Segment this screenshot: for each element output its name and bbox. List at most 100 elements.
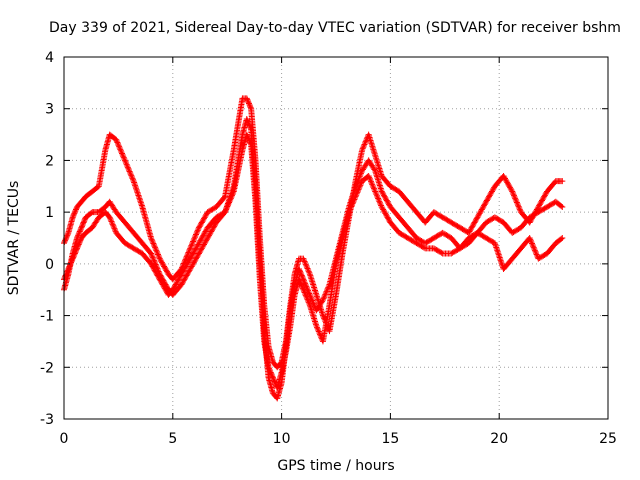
data-point-interp — [179, 280, 186, 287]
data-point-interp — [162, 286, 169, 293]
data-point-interp — [300, 288, 307, 295]
data-point-interp — [508, 187, 515, 194]
data-point-interp — [481, 201, 488, 208]
data-point-interp — [114, 140, 121, 147]
data-point-interp — [244, 97, 251, 104]
data-point-interp — [156, 275, 163, 282]
series-track-a — [61, 95, 566, 371]
data-point-interp — [507, 185, 514, 192]
data-point-interp — [228, 193, 235, 200]
data-point-interp — [301, 289, 308, 296]
data-point-interp — [193, 254, 200, 261]
data-point-interp — [163, 268, 170, 275]
data-point — [243, 116, 250, 123]
data-point-interp — [479, 205, 486, 212]
data-point-interp — [377, 201, 384, 208]
data-point-interp — [502, 176, 509, 183]
data-point-interp — [266, 365, 273, 372]
x-tick-label: 5 — [168, 431, 177, 447]
data-point-interp — [473, 215, 480, 222]
data-point-interp — [76, 229, 83, 236]
data-point-interp — [374, 194, 381, 201]
data-point-interp — [195, 226, 202, 233]
data-point-interp — [198, 236, 205, 243]
data-point-interp — [325, 282, 332, 289]
data-point-interp — [68, 258, 75, 265]
data-point — [65, 266, 72, 273]
data-point-interp — [176, 275, 183, 282]
data-point-interp — [297, 278, 304, 285]
data-point-interp — [315, 328, 322, 335]
data-point-interp — [148, 251, 155, 258]
data-point-interp — [117, 147, 124, 154]
data-point-interp — [247, 139, 254, 146]
data-point-interp — [152, 261, 159, 268]
data-point-interp — [478, 206, 485, 213]
data-point-interp — [111, 225, 118, 232]
data-point-interp — [362, 140, 369, 147]
data-point-interp — [185, 268, 192, 275]
data-point-interp — [371, 166, 378, 173]
data-point-interp — [303, 264, 310, 271]
data-point-interp — [300, 257, 307, 264]
data-point-interp — [185, 249, 192, 256]
data-point-interp — [224, 202, 231, 209]
data-point-interp — [266, 366, 273, 373]
data-point-interp — [297, 269, 304, 276]
data-point-interp — [383, 197, 390, 204]
data-point-interp — [314, 324, 321, 331]
data-point-interp — [196, 238, 203, 245]
data-point-interp — [356, 173, 363, 180]
data-point-interp — [244, 117, 251, 124]
data-point-interp — [375, 195, 382, 202]
data-point — [378, 203, 385, 210]
data-point-interp — [296, 277, 303, 284]
data-point — [296, 276, 303, 283]
data-point-interp — [186, 246, 193, 253]
data-point-interp — [77, 225, 84, 232]
data-point-interp — [528, 240, 535, 247]
data-point-interp — [71, 250, 78, 257]
data-point-interp — [183, 272, 190, 279]
data-point-interp — [162, 266, 169, 273]
data-point-interp — [472, 216, 479, 223]
data-point — [187, 266, 194, 273]
data-point-interp — [305, 299, 312, 306]
data-point-interp — [186, 267, 193, 274]
data-point-interp — [61, 275, 68, 282]
data-point-interp — [305, 268, 312, 275]
data-point-interp — [161, 264, 168, 271]
data-point-interp — [530, 244, 537, 251]
data-point-interp — [484, 196, 491, 203]
data-point-interp — [200, 231, 207, 238]
data-point-interp — [182, 263, 189, 270]
data-point-interp — [203, 237, 210, 244]
data-point-interp — [64, 267, 71, 274]
data-point-interp — [70, 254, 77, 261]
data-point-interp — [246, 138, 253, 145]
data-point-interp — [191, 234, 198, 241]
data-point-interp — [200, 215, 207, 222]
data-point-interp — [63, 269, 70, 276]
data-point-interp — [161, 263, 168, 270]
data-point-interp — [230, 189, 237, 196]
data-point-interp — [357, 170, 364, 177]
data-point-interp — [163, 267, 170, 274]
data-point-interp — [298, 282, 305, 289]
data-point-interp — [489, 187, 496, 194]
data-point-interp — [478, 207, 485, 214]
data-point-interp — [190, 237, 197, 244]
data-point-interp — [150, 256, 157, 263]
data-point-interp — [225, 200, 232, 207]
data-point-interp — [385, 200, 392, 207]
data-point-interp — [110, 224, 117, 231]
data-point-interp — [197, 222, 204, 229]
data-point — [269, 374, 276, 381]
data-point-interp — [124, 162, 131, 169]
data-point-interp — [192, 232, 199, 239]
data-point — [243, 131, 250, 138]
data-point-interp — [540, 194, 547, 201]
data-point-interp — [247, 125, 254, 132]
data-point-interp — [194, 228, 201, 235]
data-point-interp — [177, 272, 184, 279]
